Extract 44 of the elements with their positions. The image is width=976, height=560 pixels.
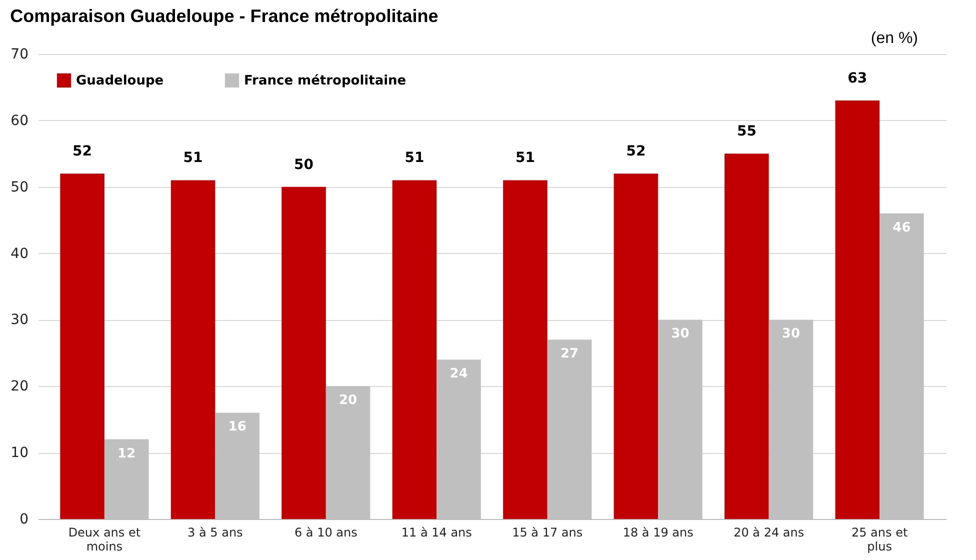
- data-label: 24: [450, 366, 468, 382]
- bar: [724, 154, 769, 519]
- x-tick-label: 15 à 17 ans: [512, 526, 583, 540]
- x-tick-label: Deux ans et moins: [68, 526, 141, 554]
- x-tick-label: 25 ans et plus: [851, 526, 908, 554]
- data-label: 30: [671, 326, 690, 342]
- data-label: 52: [626, 144, 646, 160]
- y-tick-label: 0: [20, 512, 28, 528]
- y-tick-label: 30: [10, 312, 28, 328]
- text: (en %): [870, 30, 918, 47]
- x-tick-label: 3 à 5 ans: [188, 526, 243, 540]
- data-label: 51: [404, 150, 424, 166]
- x-tick-label: 11 à 14 ans: [401, 526, 472, 540]
- y-tick-label: 70: [10, 46, 28, 62]
- data-label: 52: [72, 144, 92, 160]
- chart-title: Comparaison Guadeloupe - France métropolitaine: [10, 6, 438, 26]
- y-tick-label: 10: [10, 445, 28, 462]
- data-label: 16: [228, 420, 246, 435]
- bar: [503, 180, 548, 519]
- data-label: 12: [118, 446, 136, 462]
- data-label: 50: [294, 156, 314, 173]
- bar: [614, 174, 658, 519]
- data-label: 63: [848, 70, 868, 86]
- y-tick-label: 60: [10, 112, 28, 129]
- data-label: 20: [339, 393, 358, 408]
- data-label: 51: [515, 150, 535, 166]
- y-tick-label: 50: [10, 179, 28, 196]
- y-tick-label: 20: [10, 378, 28, 395]
- x-tick-label: 6 à 10 ans: [294, 526, 358, 540]
- bar: [282, 186, 326, 519]
- y-tick-label: 40: [10, 246, 28, 262]
- data-label: 55: [736, 124, 756, 140]
- bar: [170, 180, 216, 519]
- legend-label: France métropolitaine: [244, 73, 406, 88]
- bar: [835, 100, 880, 519]
- bar: [392, 180, 437, 519]
- data-label: 30: [782, 326, 800, 342]
- x-tick-label: 20 à 24 ans: [734, 526, 804, 540]
- data-label: 51: [183, 150, 203, 166]
- bar: [60, 174, 104, 519]
- x-tick-label: 18 à 19 ans: [622, 526, 694, 540]
- legend-label: Guadeloupe: [76, 73, 164, 88]
- data-label: 27: [560, 346, 579, 362]
- data-label: 46: [892, 220, 911, 236]
